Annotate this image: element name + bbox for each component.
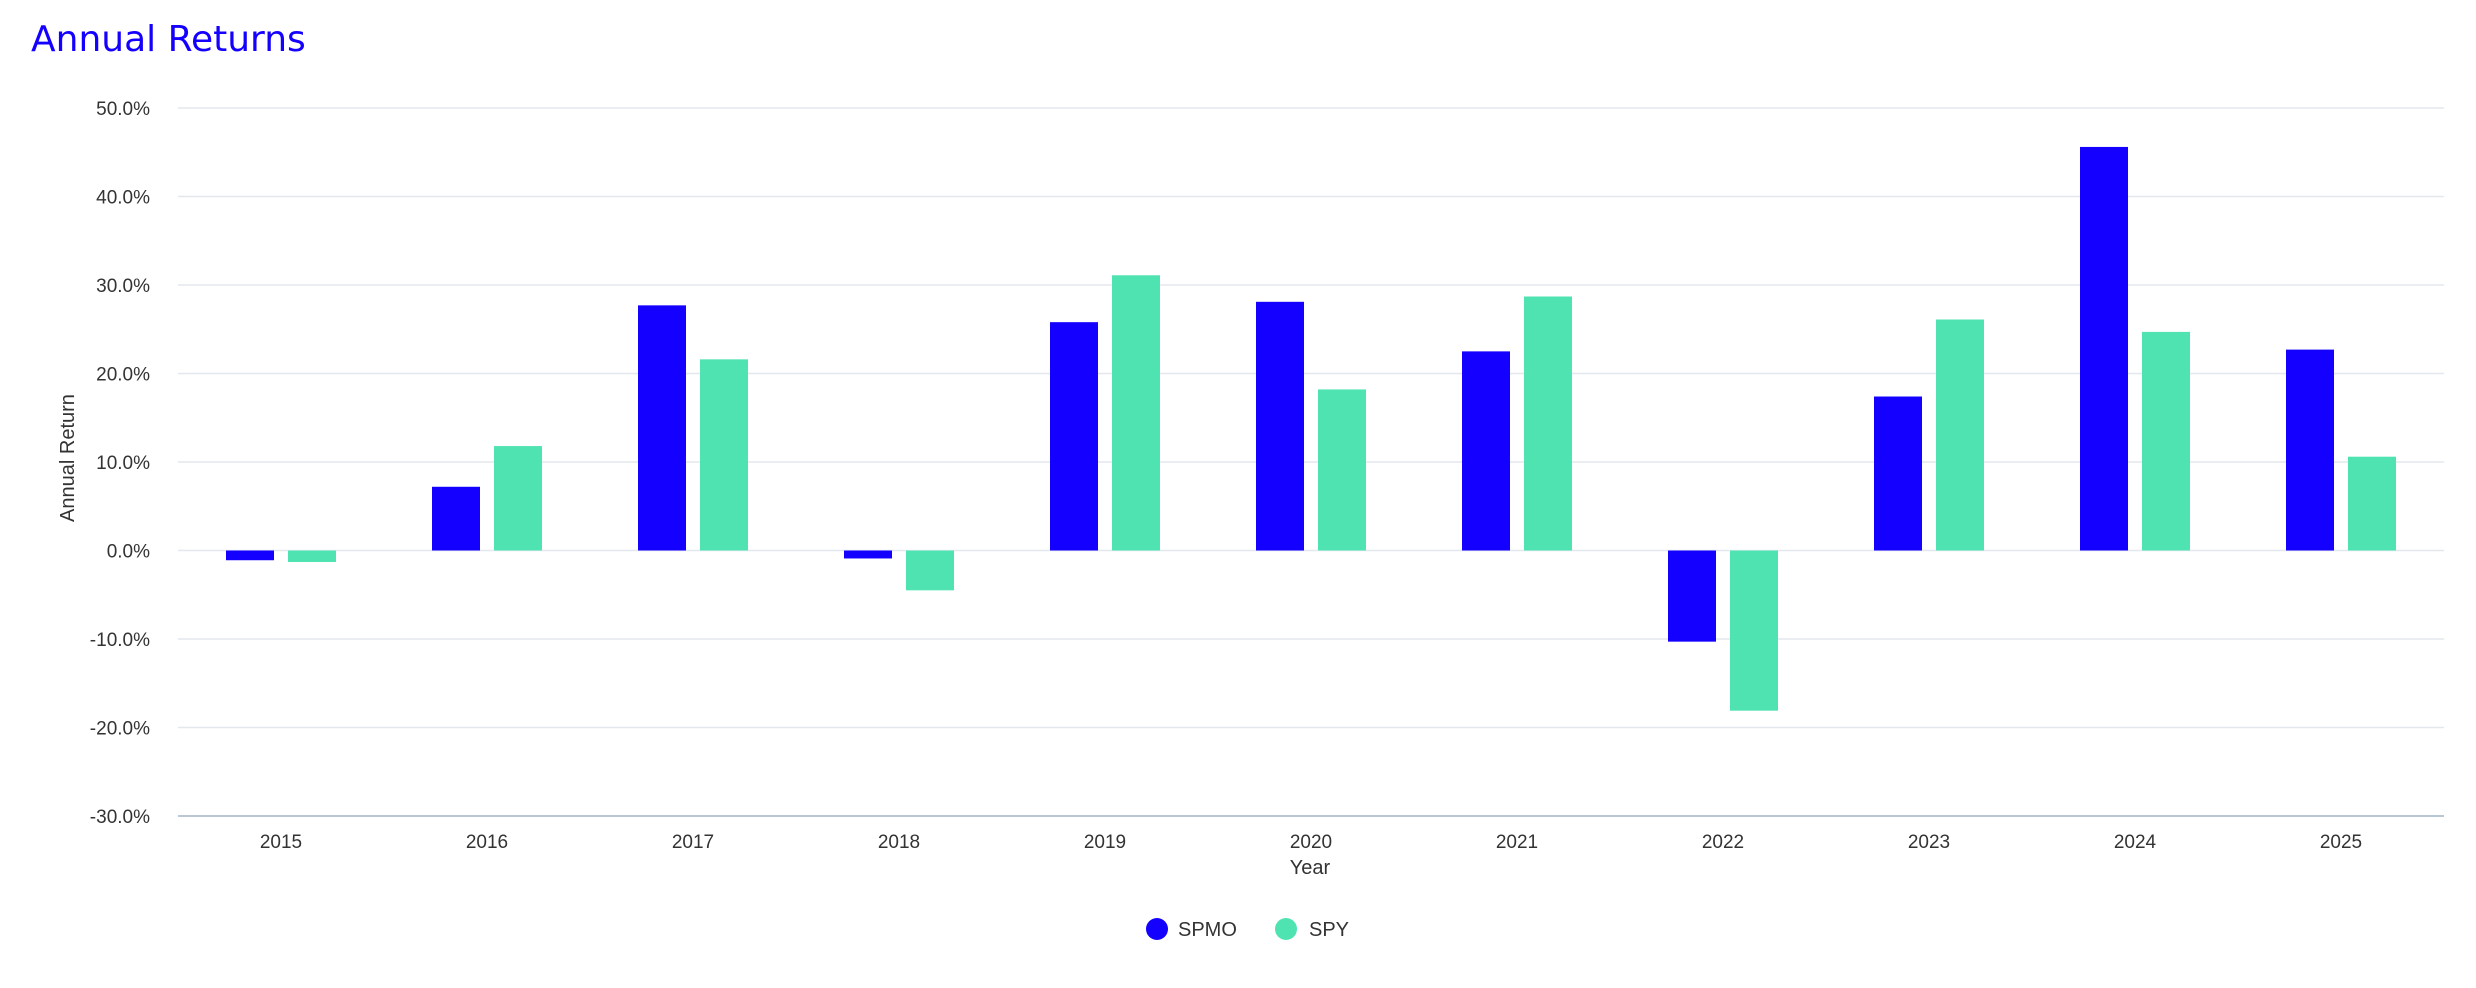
y-tick-label: 10.0% bbox=[96, 453, 150, 474]
y-tick-label: 30.0% bbox=[96, 276, 150, 297]
bars bbox=[226, 146, 2396, 711]
bar-spmo-2019[interactable] bbox=[1050, 322, 1098, 551]
y-tick-label: -10.0% bbox=[90, 630, 150, 651]
y-tick-label: 40.0% bbox=[96, 188, 150, 209]
x-tick-label: 2019 bbox=[1084, 832, 1126, 853]
x-axis-title: Year bbox=[1290, 857, 1331, 879]
bar-spmo-2020[interactable] bbox=[1256, 301, 1304, 551]
x-tick-label: 2018 bbox=[878, 832, 920, 853]
bar-spmo-2021[interactable] bbox=[1462, 351, 1510, 551]
bar-spy-2020[interactable] bbox=[1318, 389, 1366, 551]
y-tick-label: -20.0% bbox=[90, 719, 150, 740]
legend-marker bbox=[1146, 918, 1168, 940]
y-tick-label: 0.0% bbox=[107, 542, 150, 563]
bar-spy-2018[interactable] bbox=[906, 550, 954, 591]
bar-spy-2019[interactable] bbox=[1112, 275, 1160, 551]
y-axis-title: Annual Return bbox=[57, 394, 79, 522]
legend-label: SPY bbox=[1309, 919, 1349, 941]
bar-spy-2024[interactable] bbox=[2142, 331, 2190, 551]
bar-spmo-2024[interactable] bbox=[2080, 146, 2128, 551]
bar-spmo-2018[interactable] bbox=[844, 550, 892, 559]
x-tick-label: 2025 bbox=[2320, 832, 2362, 853]
bar-spmo-2016[interactable] bbox=[432, 486, 480, 551]
bar-spy-2022[interactable] bbox=[1730, 550, 1778, 711]
x-tick-label: 2024 bbox=[2114, 832, 2157, 853]
bar-spmo-2022[interactable] bbox=[1668, 550, 1716, 642]
legend-label: SPMO bbox=[1178, 919, 1237, 941]
legend-item-spmo[interactable]: SPMO bbox=[1146, 918, 1237, 941]
x-tick-label: 2022 bbox=[1702, 832, 1744, 853]
bar-spy-2015[interactable] bbox=[288, 550, 336, 563]
x-tick-label: 2017 bbox=[672, 832, 714, 853]
bar-spmo-2025[interactable] bbox=[2286, 349, 2334, 551]
x-tick-label: 2020 bbox=[1290, 832, 1332, 853]
x-tick-label: 2021 bbox=[1496, 832, 1538, 853]
y-tick-label: 20.0% bbox=[96, 365, 150, 386]
legend: SPMO SPY bbox=[1146, 918, 1349, 941]
y-tick-label: -30.0% bbox=[90, 807, 150, 828]
bar-spmo-2023[interactable] bbox=[1874, 396, 1922, 551]
bar-spy-2025[interactable] bbox=[2348, 456, 2396, 551]
bar-spy-2017[interactable] bbox=[700, 359, 748, 551]
bar-spmo-2017[interactable] bbox=[638, 305, 686, 551]
bar-spmo-2015[interactable] bbox=[226, 550, 274, 561]
y-tick-label: 50.0% bbox=[96, 99, 150, 120]
gridlines bbox=[178, 107, 2444, 729]
bar-spy-2021[interactable] bbox=[1524, 296, 1572, 551]
bar-spy-2023[interactable] bbox=[1936, 319, 1984, 551]
legend-marker bbox=[1275, 918, 1297, 940]
x-tick-label: 2023 bbox=[1908, 832, 1950, 853]
axes: -30.0% -20.0% -10.0% 0.0% 10.0% 20.0% 30.0% 40.… bbox=[90, 99, 2444, 853]
x-tick-label: 2015 bbox=[260, 832, 302, 853]
legend-item-spy[interactable]: SPY bbox=[1275, 918, 1349, 941]
chart-title: Annual Returns bbox=[31, 19, 306, 60]
x-tick-label: 2016 bbox=[466, 832, 508, 853]
bar-spy-2016[interactable] bbox=[494, 446, 542, 551]
